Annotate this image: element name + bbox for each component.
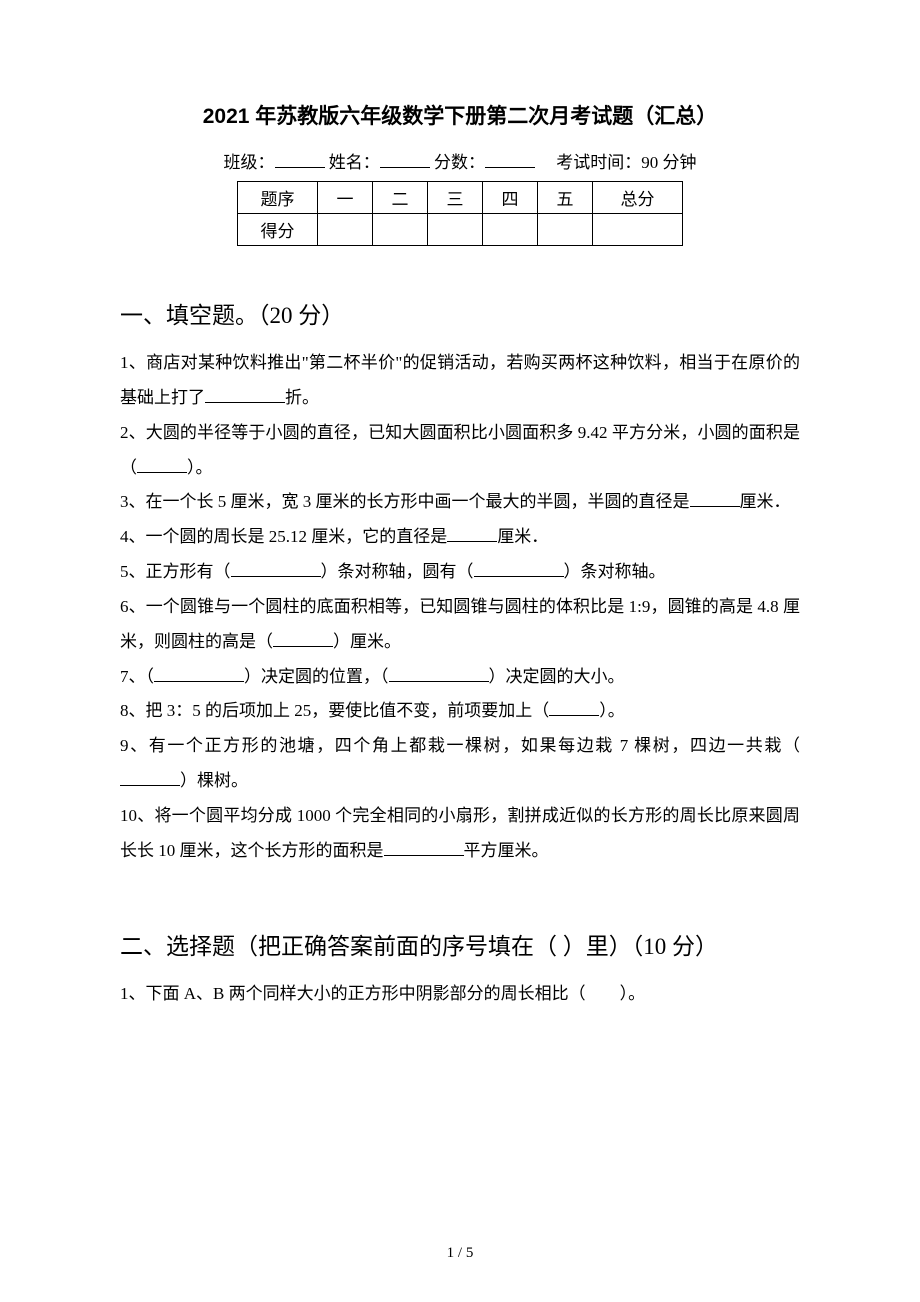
q-text: ）。 [599,701,625,720]
table-row: 得分 [238,214,683,246]
score-label: 分数： [434,153,485,172]
class-blank[interactable] [275,150,325,168]
q-text: 5、正方形有（ [120,562,231,581]
q-text: 厘米． [740,492,791,511]
q-text: ）棵树。 [180,771,248,790]
score-cell[interactable] [318,214,373,246]
answer-blank[interactable] [549,699,599,716]
page-number: 1 / 5 [0,1245,920,1262]
question-6: 6、一个圆锥与一个圆柱的底面积相等，已知圆锥与圆柱的体积比是 1:9，圆锥的高是… [120,590,800,660]
answer-blank[interactable] [273,630,333,647]
q-text: ）决定圆的位置，（ [244,667,389,686]
table-row: 题序 一 二 三 四 五 总分 [238,182,683,214]
section1-heading: 一、填空题。（20 分） [120,296,800,330]
class-label: 班级： [224,153,275,172]
q-text: 4、一个圆的周长是 25.12 厘米，它的直径是 [120,527,447,546]
score-cell[interactable] [428,214,483,246]
score-cell[interactable] [373,214,428,246]
s2-question-1: 1、下面 A、B 两个同样大小的正方形中阴影部分的周长相比（ ）。 [120,977,800,1012]
col-header: 四 [483,182,538,214]
question-5: 5、正方形有（ ）条对称轴，圆有（ ）条对称轴。 [120,555,800,590]
question-3: 3、在一个长 5 厘米，宽 3 厘米的长方形中画一个最大的半圆，半圆的直径是 厘米… [120,485,800,520]
score-cell[interactable] [483,214,538,246]
q-text: 折。 [285,388,319,407]
q-text: 2、大圆的半径等于小圆的直径，已知大圆面积比小圆面积多 9.42 平方分米，小圆… [120,423,800,477]
answer-blank[interactable] [447,525,497,542]
question-4: 4、一个圆的周长是 25.12 厘米，它的直径是 厘米． [120,520,800,555]
q-text: ）条对称轴，圆有（ [321,562,474,581]
q-text: 7、（ [120,667,154,686]
q-text: 平方厘米。 [464,841,549,860]
question-7: 7、（ ）决定圆的位置，（ ）决定圆的大小。 [120,660,800,695]
answer-blank[interactable] [137,456,187,473]
score-row-label: 得分 [238,214,318,246]
score-blank[interactable] [485,150,535,168]
answer-blank[interactable] [690,490,740,507]
row-header-label: 题序 [238,182,318,214]
answer-blank[interactable] [474,560,564,577]
q-text: 8、把 3：5 的后项加上 25，要使比值不变，前项要加上（ [120,701,549,720]
section2-heading: 二、选择题（把正确答案前面的序号填在（ ）里）（10 分） [120,927,800,961]
name-blank[interactable] [380,150,430,168]
question-8: 8、把 3：5 的后项加上 25，要使比值不变，前项要加上（ ）。 [120,694,800,729]
answer-blank[interactable] [231,560,321,577]
q-text: ）条对称轴。 [564,562,666,581]
meta-line: 班级： 姓名： 分数： 考试时间：90 分钟 [120,148,800,173]
name-label: 姓名： [329,153,380,172]
question-9: 9、有一个正方形的池塘，四个角上都栽一棵树，如果每边栽 7 棵树，四边一共栽（ ）… [120,729,800,799]
answer-blank[interactable] [154,665,244,682]
time-label: 考试时间：90 分钟 [556,153,696,172]
score-table: 题序 一 二 三 四 五 总分 得分 [237,181,683,246]
score-cell[interactable] [538,214,593,246]
q-text: 3、在一个长 5 厘米，宽 3 厘米的长方形中画一个最大的半圆，半圆的直径是 [120,492,690,511]
question-2: 2、大圆的半径等于小圆的直径，已知大圆面积比小圆面积多 9.42 平方分米，小圆… [120,416,800,486]
q-text: 9、有一个正方形的池塘，四个角上都栽一棵树，如果每边栽 7 棵树，四边一共栽（ [120,736,800,755]
q-text: ）决定圆的大小。 [489,667,625,686]
col-header: 总分 [593,182,683,214]
answer-blank[interactable] [205,386,285,403]
q-text: 厘米． [497,527,548,546]
exam-title: 2021 年苏教版六年级数学下册第二次月考试题（汇总） [120,100,800,130]
answer-blank[interactable] [384,839,464,856]
score-cell[interactable] [593,214,683,246]
answer-blank[interactable] [389,665,489,682]
question-1: 1、商店对某种饮料推出"第二杯半价"的促销活动，若购买两杯这种饮料，相当于在原价… [120,346,800,416]
col-header: 五 [538,182,593,214]
q-text: ）。 [187,458,213,477]
q-text: ）厘米。 [333,632,401,651]
col-header: 一 [318,182,373,214]
answer-blank[interactable] [120,769,180,786]
col-header: 三 [428,182,483,214]
q-text: 6、一个圆锥与一个圆柱的底面积相等，已知圆锥与圆柱的体积比是 1:9，圆锥的高是… [120,597,800,651]
question-10: 10、将一个圆平均分成 1000 个完全相同的小扇形，割拼成近似的长方形的周长比… [120,799,800,869]
col-header: 二 [373,182,428,214]
